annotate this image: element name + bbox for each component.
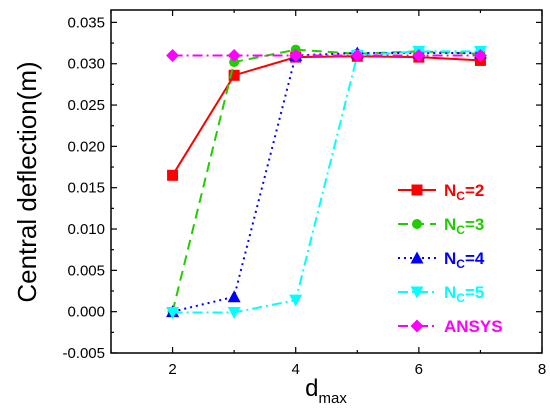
x-tick-label: 8 <box>538 361 546 378</box>
legend-item: NC=5 <box>398 283 484 305</box>
series-line <box>172 51 481 313</box>
x-tick-label: 2 <box>168 361 176 378</box>
data-point <box>412 48 426 62</box>
data-point <box>227 48 241 62</box>
data-point <box>166 307 180 320</box>
data-point <box>167 169 179 181</box>
y-tick-label: 0.020 <box>67 138 105 155</box>
legend-item: NC=2 <box>398 181 484 203</box>
legend-swatch-marker <box>410 319 424 333</box>
axis-ticks: 2 4 6 8 -0.005 0.000 0.005 0.010 0.015 0.020 0.025… <box>62 10 546 378</box>
plot-frame <box>110 9 543 354</box>
data-point <box>289 294 303 307</box>
y-tick-label: 0.035 <box>67 14 105 31</box>
series-nc=2 <box>167 50 486 181</box>
x-axis-title: dmax <box>305 375 347 407</box>
legend-item: ANSYS <box>398 317 503 336</box>
x-tick-label: 4 <box>292 361 300 378</box>
legend-label: NC=5 <box>444 283 484 305</box>
series-layer <box>166 44 487 320</box>
series-nc=5 <box>166 45 487 320</box>
legend-label: NC=4 <box>444 249 485 271</box>
legend-item: NC=4 <box>398 249 485 271</box>
legend: NC=2 NC=3 NC=4 NC=5 ANSYS <box>398 181 503 336</box>
y-tick-label: 0.010 <box>67 221 105 238</box>
y-tick-label: -0.005 <box>62 345 105 362</box>
data-point <box>229 57 240 68</box>
data-point <box>227 290 241 303</box>
data-point <box>289 48 303 62</box>
y-tick-label: 0.030 <box>67 56 105 73</box>
data-point <box>228 69 240 81</box>
series-line <box>171 55 481 176</box>
series-ansys <box>166 48 487 62</box>
legend-label: NC=2 <box>444 181 484 203</box>
legend-label: NC=3 <box>444 215 484 237</box>
legend-item: NC=3 <box>398 215 484 237</box>
legend-swatch-marker <box>410 286 424 299</box>
legend-swatch-marker <box>410 251 424 264</box>
data-point <box>166 48 180 62</box>
data-point <box>350 48 364 62</box>
x-tick-label: 6 <box>415 361 423 378</box>
data-point <box>227 307 241 320</box>
y-tick-label: 0.005 <box>67 262 105 279</box>
x-axis-title-main: d <box>305 375 318 402</box>
y-tick-label: 0.015 <box>67 180 105 197</box>
legend-swatch-marker <box>411 184 423 196</box>
y-axis-title: Central deflection(m) <box>12 61 42 302</box>
y-tick-label: 0.025 <box>67 97 105 114</box>
data-point <box>473 48 487 62</box>
legend-label: ANSYS <box>444 317 503 336</box>
series-line <box>172 50 481 314</box>
legend-swatch-marker <box>412 219 422 229</box>
y-tick-label: 0.000 <box>67 304 105 321</box>
x-axis-title-sub: max <box>319 390 348 407</box>
